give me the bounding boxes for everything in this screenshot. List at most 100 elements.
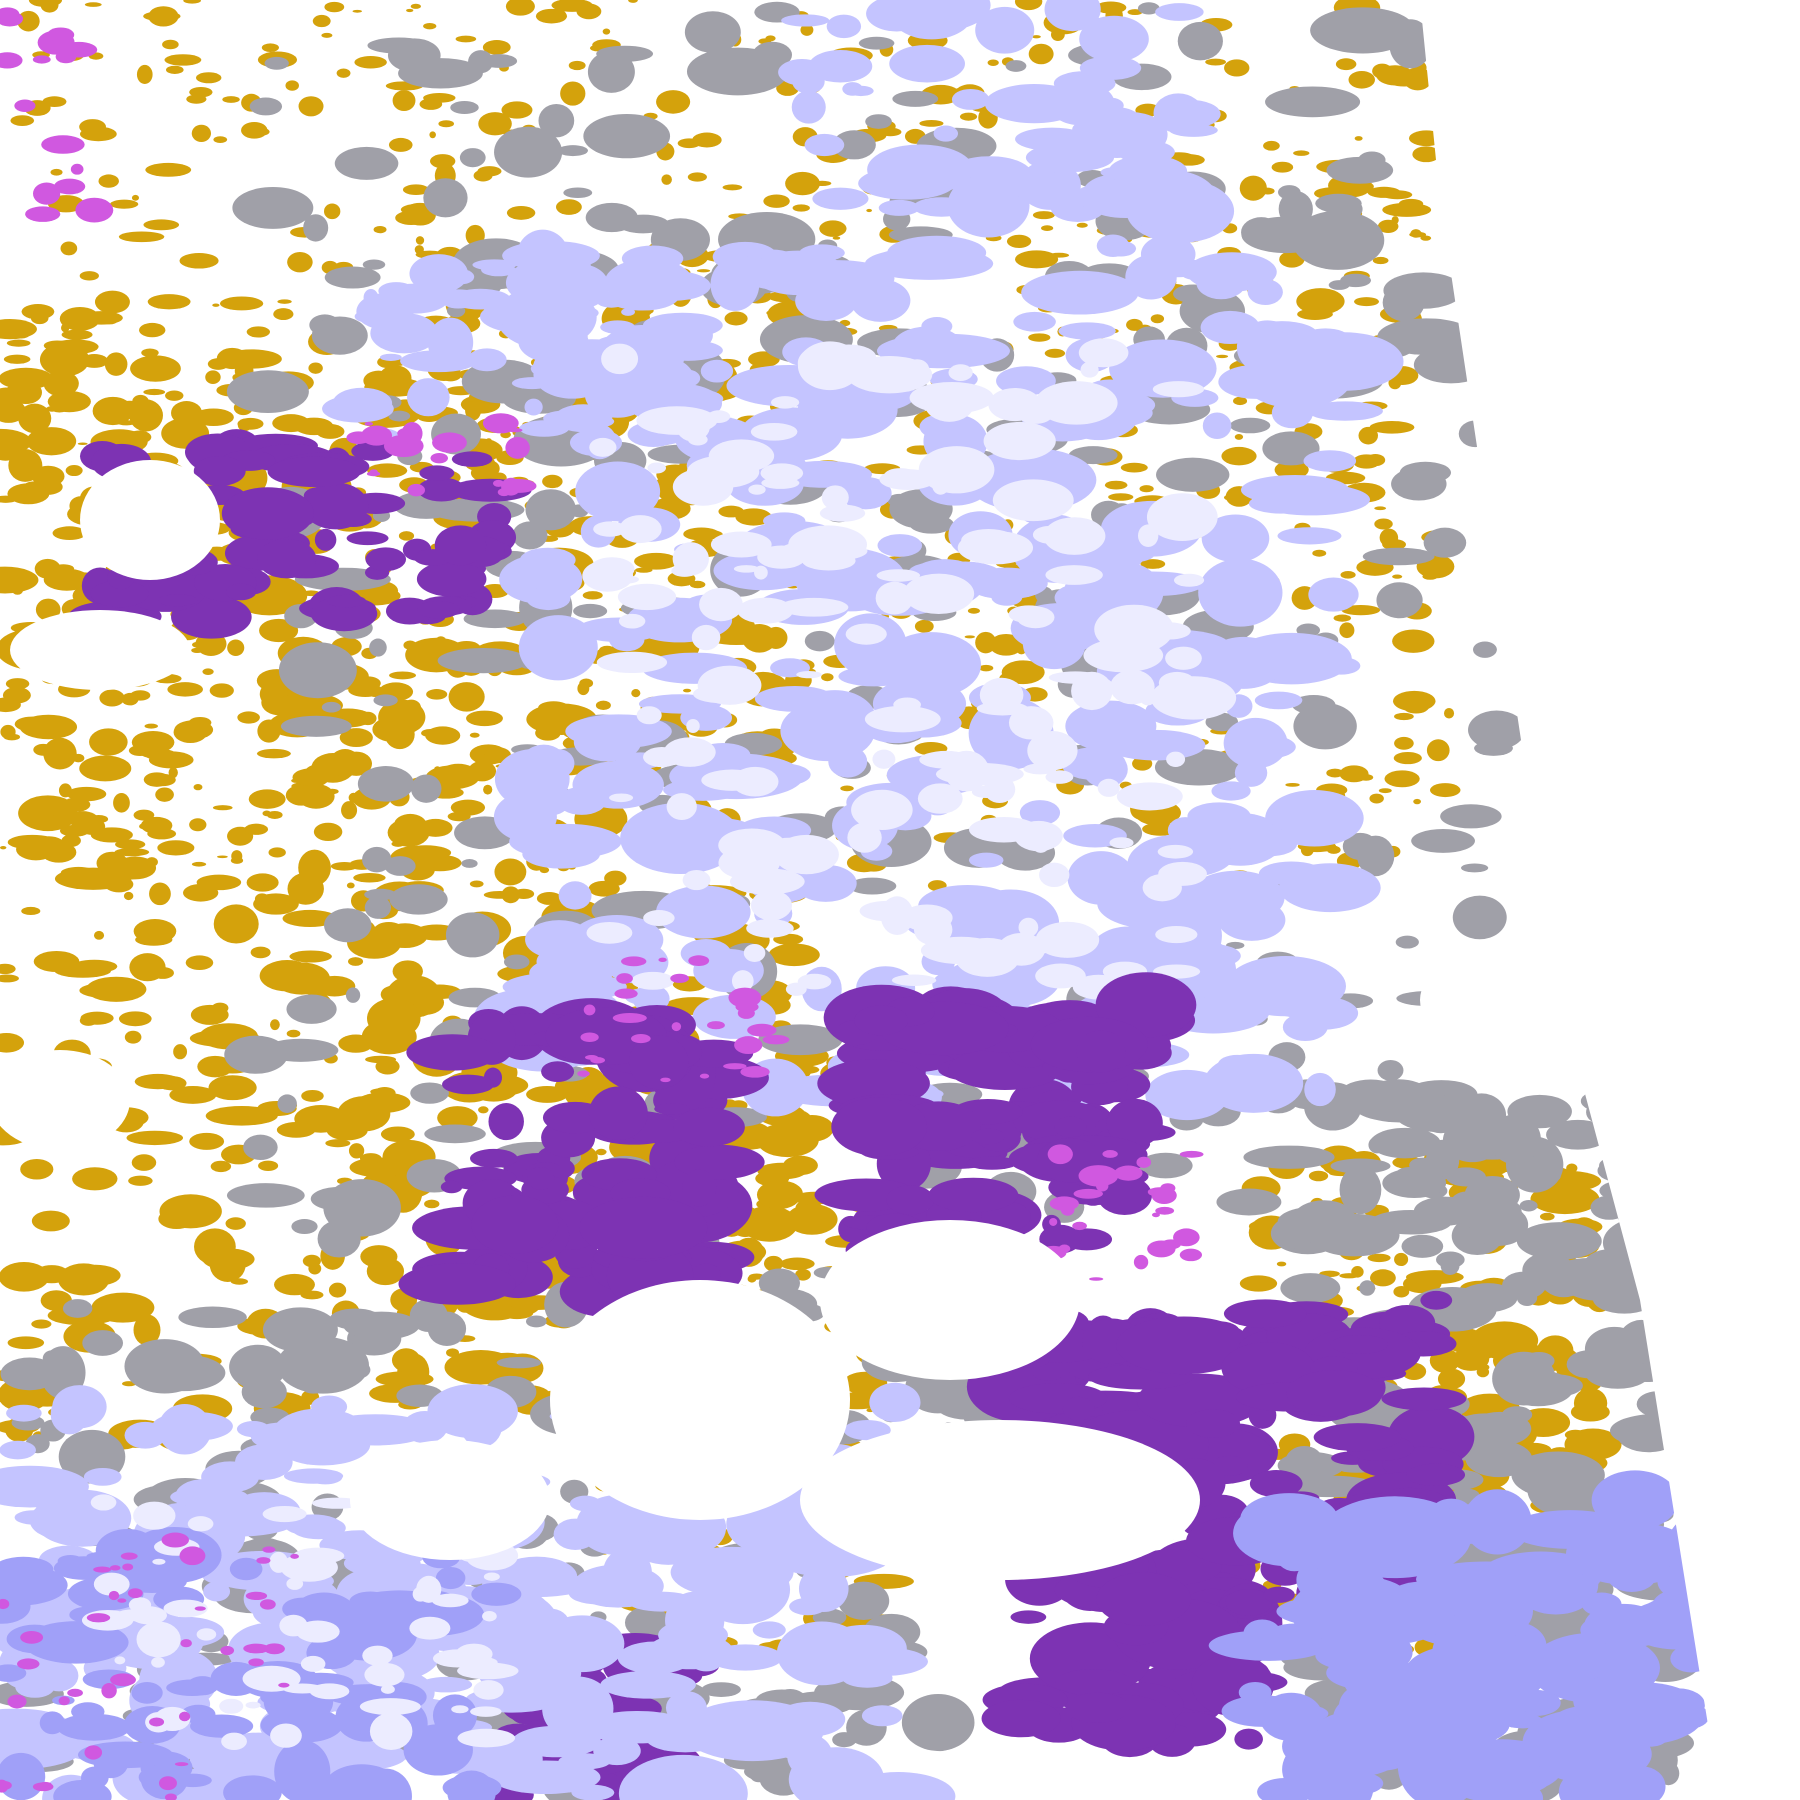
no-data-swath-edge (1420, 0, 1800, 1800)
gray-patch (1262, 431, 1320, 466)
gold-patch (724, 311, 748, 326)
pale-patch (136, 1621, 181, 1658)
pale-patch (779, 597, 849, 617)
magenta-patch (1078, 1165, 1119, 1187)
gold-patch (568, 60, 586, 71)
lavender-patch (524, 398, 543, 416)
magenta-patch (248, 1658, 264, 1667)
gold-patch (430, 154, 456, 169)
gold-patch (1233, 396, 1248, 406)
gold-patch (1139, 485, 1154, 493)
lavender-patch (1303, 450, 1357, 472)
gray-patch (1591, 1331, 1618, 1347)
magenta-patch (1089, 1277, 1104, 1281)
lavender-patch (541, 302, 593, 327)
gray-patch (1546, 1119, 1610, 1150)
gold-patch (294, 417, 334, 436)
pale-patch (152, 1558, 166, 1565)
gold-patch (247, 127, 270, 137)
magenta-patch (671, 1022, 682, 1032)
pale-patch (917, 783, 963, 814)
magenta-patch (658, 957, 667, 963)
purple-patch (417, 477, 466, 502)
lavender-patch (951, 88, 990, 110)
magenta-patch (117, 1598, 127, 1603)
pale-patch (619, 515, 662, 544)
lavender-patch (812, 187, 869, 210)
pale-patch (1097, 778, 1120, 797)
gold-patch (213, 904, 259, 944)
pale-patch (821, 485, 849, 510)
gray-patch (277, 1094, 297, 1113)
lavender-patch (670, 1546, 794, 1598)
gold-patch (135, 933, 173, 946)
purple-patch (1097, 1175, 1152, 1215)
lavender-patch (842, 82, 863, 96)
magenta-patch (580, 1032, 599, 1043)
gold-patch (785, 171, 820, 196)
gold-patch (298, 96, 324, 117)
gray-patch (1330, 1158, 1391, 1174)
lavender-patch (277, 1423, 371, 1466)
gold-patch (1300, 844, 1314, 857)
gold-patch (1420, 235, 1432, 241)
gold-patch (89, 814, 109, 824)
gold-patch (595, 1148, 607, 1156)
gold-patch (313, 822, 343, 842)
magenta-patch (762, 1034, 790, 1045)
lavender-patch (774, 1701, 846, 1737)
lavender-patch (541, 327, 584, 341)
magenta-patch (1136, 1156, 1152, 1168)
purple-patch (1062, 1396, 1095, 1421)
gold-patch (208, 1075, 257, 1101)
purple-patch (385, 597, 434, 625)
gold-patch (50, 168, 63, 176)
gold-patch (28, 0, 63, 8)
purple-patch (541, 1061, 575, 1082)
blue-lavender-patch (296, 1783, 366, 1800)
pale-patch (1109, 837, 1134, 849)
gold-patch (321, 32, 333, 38)
lavender-patch (236, 1420, 270, 1438)
blue-lavender-patch (1591, 1470, 1679, 1531)
magenta-patch (120, 1552, 138, 1560)
gray-patch (1137, 2, 1160, 15)
pale-patch (1043, 517, 1106, 555)
gold-patch (602, 28, 611, 35)
gold-patch (169, 1086, 217, 1104)
pale-patch (1150, 676, 1237, 720)
gray-patch (178, 1306, 247, 1329)
clear-sky-patch (350, 1440, 550, 1560)
gold-patch (402, 184, 430, 196)
gold-patch (1014, 0, 1043, 11)
gray-patch (1582, 1248, 1640, 1286)
lavender-patch (1053, 71, 1116, 96)
gray-patch (909, 514, 954, 534)
lavender-patch (752, 1621, 786, 1639)
gold-patch (104, 352, 128, 376)
pale-patch (586, 921, 633, 944)
pale-patch (636, 706, 662, 725)
blue-lavender-patch (190, 1714, 254, 1738)
gold-patch (635, 567, 653, 573)
pale-patch (286, 1577, 304, 1590)
gold-patch (1104, 480, 1128, 490)
gold-patch (1382, 190, 1413, 200)
pale-patch (1165, 646, 1202, 670)
gold-patch (1108, 493, 1134, 501)
purple-patch (1106, 1098, 1163, 1147)
gray-patch (1278, 190, 1313, 228)
purple-patch (417, 601, 460, 619)
purple-patch (257, 538, 317, 579)
pale-patch (770, 396, 800, 409)
purple-patch (416, 561, 487, 597)
gold-patch (604, 870, 627, 886)
gold-patch (118, 231, 165, 243)
gold-patch (277, 299, 292, 304)
gray-patch (1205, 712, 1239, 732)
gold-patch (262, 882, 276, 889)
blue-lavender-patch (1318, 1496, 1472, 1579)
gold-patch (423, 93, 456, 103)
gold-patch (164, 54, 202, 66)
purple-patch (1223, 1299, 1307, 1328)
